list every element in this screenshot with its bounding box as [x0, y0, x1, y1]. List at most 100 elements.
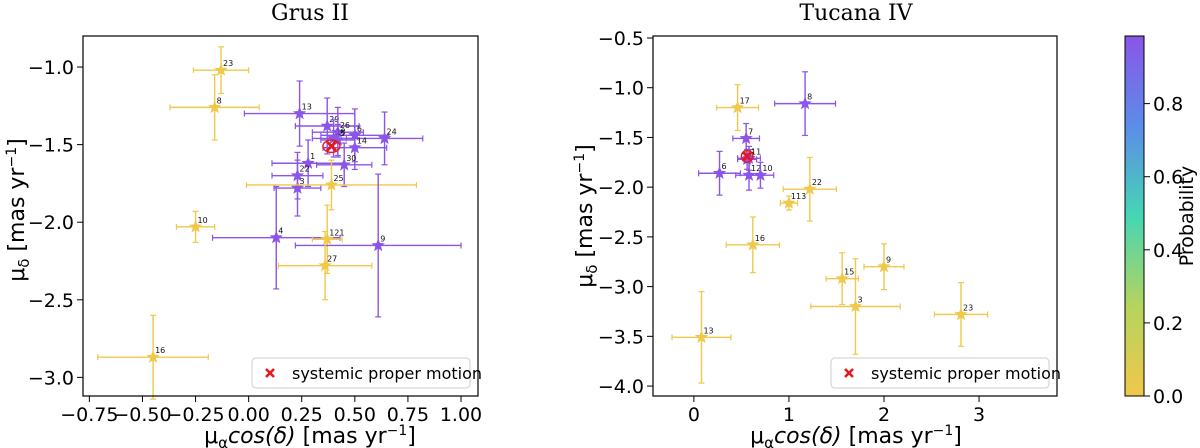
grus-ii-star-9 [371, 238, 385, 252]
grus-ii-point-label-5: 5 [340, 129, 345, 138]
tucana-iv-title: Tucana IV [799, 1, 913, 26]
tucana-iv-xtick-0: 0 [688, 396, 700, 426]
tucana-iv-star-7 [739, 131, 753, 145]
grus-ii-xtick-4: 0.25 [281, 396, 323, 426]
tucana-iv-point-label-8: 8 [807, 93, 812, 102]
tucana-iv-ytick-3: −2.5 [598, 227, 653, 249]
tucana-iv-xtick-1: 1 [783, 396, 795, 426]
tucana-iv-ytick-4: −2.0 [598, 177, 653, 199]
grus-ii-star-3 [290, 181, 305, 194]
grus-ii-point-label-30: 30 [346, 154, 356, 163]
svg-text:−0.50: −0.50 [113, 404, 171, 426]
tucana-iv-point-label-22: 22 [812, 178, 822, 187]
tucana-iv-star-22 [803, 182, 817, 195]
tucana-iv-points: 178711561210221131691532313 [671, 71, 989, 384]
svg-text:−0.25: −0.25 [166, 404, 224, 426]
svg-text:−2.5: −2.5 [28, 290, 74, 312]
svg-text:0.00: 0.00 [227, 404, 269, 426]
tucana-iv-xtick-2: 2 [878, 396, 890, 426]
grus-ii-point-label-8: 8 [217, 96, 222, 105]
grus-ii-point-label-6: 6 [357, 124, 362, 133]
colorbar-tick-1: 0.2 [1144, 313, 1183, 335]
grus-ii-title: Grus II [271, 1, 349, 26]
grus-ii-point-label-9: 9 [380, 234, 385, 243]
grus-ii-axes-frame [82, 35, 479, 397]
grus-ii-point-label-13: 13 [302, 103, 312, 112]
grus-ii-xtick-0: −0.75 [60, 396, 118, 426]
grus-ii-star-29 [320, 119, 334, 132]
tucana-iv-point-label-15: 15 [844, 268, 854, 277]
grus-ii-xtick-2: −0.25 [166, 396, 225, 426]
grus-ii-star-25 [324, 177, 339, 191]
grus-ii-ytick-4: −1.0 [28, 57, 83, 79]
grus-ii-xtick-1: −0.50 [113, 396, 172, 426]
grus-ii-ylabel: μδ [mas yr−1] [4, 138, 33, 281]
tucana-iv-point-label-12: 12 [751, 164, 761, 173]
grus-ii-point-label-10: 10 [198, 216, 208, 225]
tucana-iv-ytick-6: −1.0 [598, 78, 653, 100]
grus-ii-xtick-7: 1.00 [440, 396, 482, 426]
svg-text:0.0: 0.0 [1153, 386, 1183, 408]
tucana-iv-systemic-marker [740, 149, 754, 163]
grus-ii-point-label-3: 3 [299, 177, 304, 186]
tucana-iv-star-3 [848, 299, 863, 313]
svg-text:0.8: 0.8 [1153, 94, 1183, 116]
svg-text:−1.0: −1.0 [598, 78, 644, 100]
tucana-iv-ytick-7: −0.5 [598, 28, 653, 50]
svg-text:−1.5: −1.5 [28, 135, 74, 157]
grus-ii-systemic-marker [322, 139, 341, 154]
grus-ii-star-23 [214, 63, 228, 76]
svg-text:0.6: 0.6 [1153, 167, 1183, 189]
colorbar-tick-2: 0.4 [1144, 240, 1183, 262]
grus-ii-star-10 [188, 219, 203, 233]
grus-ii-point-label-24: 24 [387, 127, 397, 136]
svg-text:0.75: 0.75 [387, 404, 429, 426]
svg-text:−3.5: −3.5 [598, 326, 644, 348]
tucana-iv-star-6 [712, 166, 727, 179]
grus-ii-ytick-2: −2.0 [28, 212, 83, 234]
grus-ii-ytick-0: −3.0 [28, 367, 83, 389]
grus-ii-star-121 [320, 232, 334, 245]
svg-text:−4.0: −4.0 [598, 376, 644, 398]
tucana-iv-point-label-10: 10 [762, 164, 772, 173]
tucana-iv-ytick-0: −4.0 [598, 376, 653, 398]
grus-ii-star-14 [348, 140, 362, 154]
grus-ii-point-label-26: 26 [340, 121, 350, 130]
colorbar-tick-4: 0.8 [1144, 94, 1183, 116]
probability-colorbar: Probability 0.0 0.2 0.4 0.6 0.8 [1124, 35, 1198, 408]
tucana-iv-star-10 [753, 168, 768, 181]
tucana-iv-star-16 [746, 237, 760, 251]
svg-text:−1.0: −1.0 [28, 57, 74, 79]
tucana-iv-star-23 [954, 307, 968, 321]
svg-text:−2.5: −2.5 [598, 227, 644, 249]
grus-ii-point-label-121: 121 [329, 228, 344, 237]
grus-ii-legend: systemic proper motion [251, 357, 482, 389]
grus-ii-star-30 [337, 157, 351, 171]
svg-text:0.25: 0.25 [281, 404, 323, 426]
colorbar-tick-0: 0.0 [1144, 386, 1183, 408]
svg-text:0.4: 0.4 [1153, 240, 1183, 262]
tucana-iv-star-13 [694, 330, 709, 343]
tucana-iv-legend-label: systemic proper motion [871, 364, 1061, 383]
svg-text:−2.0: −2.0 [598, 177, 644, 199]
tucana-iv-ytick-1: −3.5 [598, 326, 653, 348]
tucana-iv-point-label-11: 11 [751, 147, 761, 156]
grus-ii-legend-label: systemic proper motion [292, 364, 482, 383]
grus-ii-point-label-1: 1 [310, 152, 315, 161]
svg-text:−0.75: −0.75 [60, 404, 118, 426]
grus-ii-xtick-5: 0.50 [334, 396, 376, 426]
grus-ii-point-label-23: 23 [223, 59, 233, 68]
tucana-iv-xlabel: μαcos(δ) [mas yr−1] [750, 423, 962, 448]
svg-text:3: 3 [973, 404, 985, 426]
tucana-iv-star-5 [740, 152, 754, 165]
grus-ii-point-label-4: 4 [278, 227, 283, 236]
tucana-iv-point-label-7: 7 [748, 127, 753, 136]
tucana-iv-point-label-23: 23 [963, 303, 973, 312]
grus-ii-xlabel: μαcos(δ) [mas yr−1] [204, 423, 416, 448]
grus-ii-star-13 [292, 106, 307, 120]
tucana-iv-ytick-2: −3.0 [598, 277, 653, 299]
grus-ii-star-5 [331, 132, 345, 146]
grus-ii-star-27 [318, 258, 332, 272]
